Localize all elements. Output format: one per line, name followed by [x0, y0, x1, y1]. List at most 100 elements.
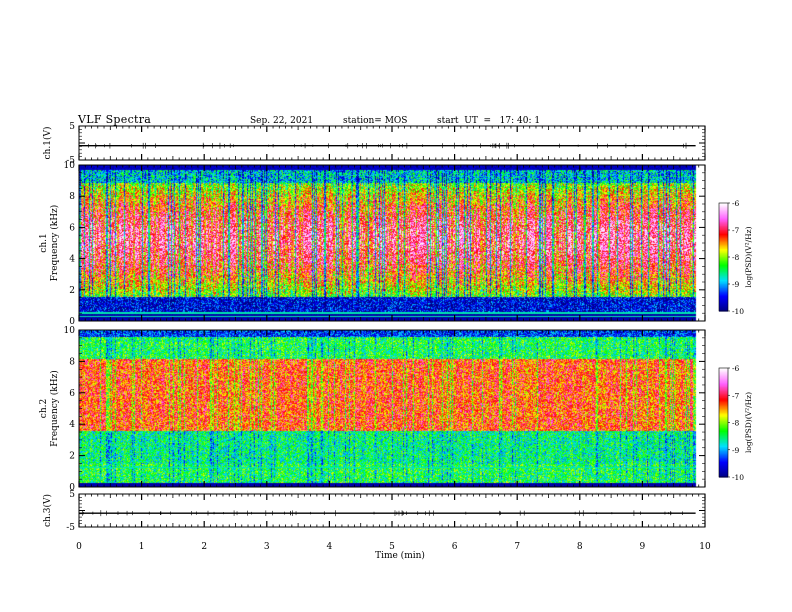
colorbar-cell [719, 397, 728, 400]
colorbar-cell [719, 243, 728, 246]
colorbar-cell [719, 235, 728, 238]
y-axis-label-ch1-spectrogram-channel: ch.1 [39, 233, 49, 252]
y-tick-label: 0 [69, 317, 75, 327]
colorbar-tick-label: -9 [732, 446, 740, 455]
colorbar-cell [719, 441, 728, 444]
colorbar-cell [719, 422, 728, 425]
colorbar-cell [719, 278, 728, 281]
y-axis-label-ch3-waveform: ch.3(V) [42, 494, 53, 527]
y-tick-label: 0 [69, 483, 75, 493]
colorbar-ch1: -6 -7 -8 -9 -10 log(PSD)(V²/Hz) [718, 199, 753, 316]
colorbar-cell [719, 392, 728, 395]
colorbar-cell [719, 388, 728, 391]
date-label: Sep. 22, 2021 [250, 116, 314, 126]
station-label: station= MOS [343, 116, 408, 126]
colorbar-cell [719, 248, 728, 251]
colorbar-cell [719, 251, 728, 254]
colorbar-cell [719, 370, 728, 373]
colorbar-cell [719, 471, 728, 474]
colorbar-cell [719, 374, 728, 377]
colorbar-cell [719, 460, 728, 463]
colorbar-cell [719, 209, 728, 212]
colorbar-cell [719, 204, 728, 207]
y-tick-label: 2 [69, 286, 75, 296]
colorbar-cell [719, 373, 728, 376]
colorbar-cell [719, 271, 728, 274]
colorbar-cell [719, 292, 728, 295]
colorbar-cell [719, 408, 728, 411]
colorbar-cell [719, 300, 728, 303]
colorbar-cell [719, 258, 728, 261]
colorbar-cell [719, 467, 728, 470]
colorbar-cell [719, 262, 728, 265]
colorbar-cell [719, 423, 728, 426]
spectrogram-image-ch1 [79, 165, 705, 321]
y-tick-label: 8 [69, 192, 75, 202]
x-tick-label: 4 [327, 542, 333, 552]
colorbar-cell [719, 415, 728, 418]
colorbar-cell [719, 430, 728, 433]
colorbar-cell [719, 212, 728, 215]
chart-title: VLF Spectra [78, 113, 152, 126]
colorbar-cell [719, 207, 728, 209]
colorbar-cell [719, 213, 728, 216]
colorbar-cell [719, 378, 728, 381]
y-tick-label: 6 [69, 389, 75, 399]
colorbar-cell [719, 215, 728, 218]
colorbar-cell [719, 464, 728, 467]
colorbar-cell [719, 387, 728, 390]
x-tick-label: 5 [389, 542, 395, 552]
colorbar-cell [719, 433, 728, 436]
colorbar-cell [719, 219, 728, 222]
colorbar-cell [719, 217, 728, 220]
axis-ticks [78, 125, 706, 528]
colorbar-cell [719, 304, 728, 307]
colorbar-cell [719, 448, 728, 451]
colorbar-cell [719, 389, 728, 392]
x-tick-label: 7 [514, 542, 520, 552]
colorbar-cell [719, 284, 728, 286]
colorbar-cell [719, 453, 728, 456]
x-tick-label: 1 [139, 542, 145, 552]
colorbar-cell [719, 279, 728, 282]
colorbar-cell [719, 228, 728, 231]
colorbar-cell [719, 257, 728, 259]
y-tick-label: 2 [69, 452, 75, 462]
y-tick-label: -5 [66, 523, 75, 533]
colorbar-cell [719, 230, 728, 232]
colorbar-cell [719, 438, 728, 441]
colorbar-cell [719, 451, 728, 454]
colorbar-cell [719, 239, 728, 242]
colorbar-cell [719, 277, 728, 280]
colorbar-cell [719, 412, 728, 415]
colorbar-cell [719, 472, 728, 475]
colorbar-cell [719, 216, 728, 219]
colorbar-cell [719, 247, 728, 250]
colorbar-cell [719, 402, 728, 405]
x-tick-label: 9 [640, 542, 646, 552]
colorbar-cell [719, 437, 728, 440]
colorbar-cell [719, 266, 728, 269]
colorbar-cell [719, 463, 728, 466]
colorbar-cell [719, 269, 728, 272]
y-tick-label: 10 [64, 161, 76, 171]
colorbar-cell [719, 265, 728, 268]
colorbar-cell [719, 459, 728, 462]
colorbar-cell [719, 238, 728, 241]
colorbar-tick-label: -6 [732, 364, 740, 373]
colorbar-tick-label: -10 [732, 473, 744, 482]
colorbar-cell [719, 236, 728, 239]
colorbar-cell [719, 440, 728, 443]
colorbar-cell [719, 203, 728, 205]
colorbar-cell [719, 298, 728, 301]
start-time-label: start UT = 17: 40: 1 [437, 116, 541, 126]
colorbar-cell [719, 381, 728, 384]
colorbar-cell [719, 252, 728, 255]
colorbar-cell [719, 255, 728, 258]
colorbar-cell [719, 396, 728, 399]
colorbar-cell [719, 297, 728, 300]
colorbar-cell [719, 306, 728, 309]
colorbar-cell [719, 275, 728, 278]
